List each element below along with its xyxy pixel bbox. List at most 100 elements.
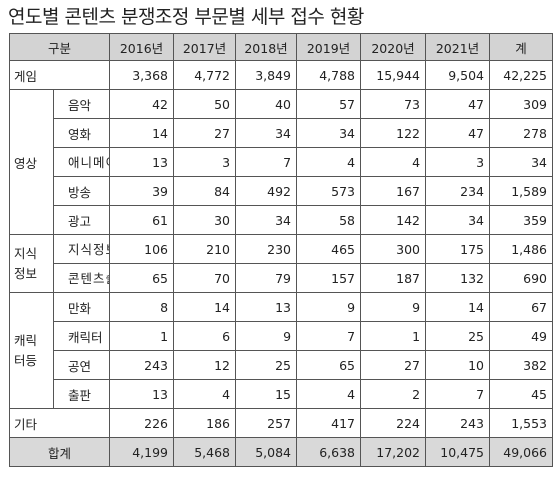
table-cell: 47 [425, 89, 491, 119]
header-2018: 2018년 [235, 33, 298, 61]
table-row: 캐릭터등 만화 8 14 13 9 9 14 67 [9, 292, 554, 409]
total-row: 합계 4,199 5,468 5,084 6,638 17,202 10,475… [8, 437, 554, 467]
table-cell: 226 [109, 408, 175, 438]
table-cell: 3 [425, 147, 491, 177]
table-cell: 9 [235, 321, 298, 351]
table-cell: 465 [296, 234, 362, 264]
sub-label: 광고 [52, 205, 111, 235]
table-cell: 3,368 [109, 60, 175, 90]
table-cell: 1 [360, 321, 427, 351]
table-cell: 3 [173, 147, 237, 177]
table-cell: 8 [109, 292, 175, 322]
table-cell: 42,225 [489, 60, 554, 90]
row-label-total: 합계 [8, 437, 111, 467]
table-cell: 7 [296, 321, 362, 351]
table-cell: 67 [489, 292, 554, 322]
table-cell: 70 [173, 263, 237, 293]
table-cell: 7 [425, 379, 491, 409]
row-label-other: 기타 [8, 408, 111, 438]
table-cell: 65 [109, 263, 175, 293]
header-2020: 2020년 [360, 33, 427, 61]
table-cell: 4 [296, 147, 362, 177]
table-cell: 243 [109, 350, 175, 380]
table-cell: 309 [489, 89, 554, 119]
table-cell: 1,589 [489, 176, 554, 206]
table-cell: 5,468 [173, 437, 237, 467]
sub-label: 공연 [52, 350, 111, 380]
table-cell: 1,486 [489, 234, 554, 264]
table-cell: 34 [425, 205, 491, 235]
table-cell: 34 [235, 118, 298, 148]
table-cell: 234 [425, 176, 491, 206]
sub-label: 콘텐츠솔루션 [52, 263, 111, 293]
group-label-video: 영상 [9, 89, 54, 235]
table-cell: 1,553 [489, 408, 554, 438]
sub-label: 출판 [52, 379, 111, 409]
table-cell: 359 [489, 205, 554, 235]
table-cell: 167 [360, 176, 427, 206]
table-cell: 84 [173, 176, 237, 206]
table-row: 애니메이션 13 3 7 4 4 3 34 [10, 147, 554, 177]
table-cell: 13 [109, 379, 175, 409]
group-label-knowledge: 지식정보 [9, 234, 54, 293]
table-cell: 142 [360, 205, 427, 235]
table-cell: 122 [360, 118, 427, 148]
table-cell: 34 [296, 118, 362, 148]
table-row: 영상 음악 42 50 40 57 73 47 309 [9, 89, 554, 235]
table-cell: 40 [235, 89, 298, 119]
sub-label: 방송 [52, 176, 111, 206]
table-cell: 2 [360, 379, 427, 409]
header-2019: 2019년 [296, 33, 362, 61]
table-cell: 243 [425, 408, 491, 438]
table-cell: 4,788 [296, 60, 362, 90]
table-cell: 65 [296, 350, 362, 380]
table-cell: 49 [489, 321, 554, 351]
table-cell: 224 [360, 408, 427, 438]
table-row: 콘텐츠솔루션 65 70 79 157 187 132 690 [10, 263, 554, 293]
page-title: 연도별 콘텐츠 분쟁조정 부문별 세부 접수 현황 [8, 6, 364, 28]
table-cell: 4,199 [109, 437, 175, 467]
table-header-row: 구분 2016년 2017년 2018년 2019년 2020년 2021년 계 [8, 33, 554, 61]
table-cell: 50 [173, 89, 237, 119]
table-cell: 45 [489, 379, 554, 409]
table-cell: 58 [296, 205, 362, 235]
table-row: 게임 3,368 4,772 3,849 4,788 15,944 9,504 … [8, 60, 554, 90]
table-cell: 25 [235, 350, 298, 380]
table-cell: 492 [235, 176, 298, 206]
table-cell: 417 [296, 408, 362, 438]
table-cell: 13 [235, 292, 298, 322]
table-cell: 175 [425, 234, 491, 264]
table-cell: 10 [425, 350, 491, 380]
table-cell: 157 [296, 263, 362, 293]
table-cell: 300 [360, 234, 427, 264]
sub-label: 캐릭터 [52, 321, 111, 351]
header-2021: 2021년 [425, 33, 491, 61]
header-2017: 2017년 [173, 33, 237, 61]
table-cell: 4 [360, 147, 427, 177]
table-cell: 3,849 [235, 60, 298, 90]
table-cell: 57 [296, 89, 362, 119]
sub-label: 지식정보 [52, 234, 111, 264]
table-cell: 12 [173, 350, 237, 380]
table-row: 영화 14 27 34 34 122 47 278 [10, 118, 554, 148]
table-cell: 17,202 [360, 437, 427, 467]
table-cell: 690 [489, 263, 554, 293]
table-cell: 73 [360, 89, 427, 119]
table-cell: 10,475 [425, 437, 491, 467]
row-label-game: 게임 [8, 60, 111, 90]
table-cell: 257 [235, 408, 298, 438]
table-row: 방송 39 84 492 573 167 234 1,589 [10, 176, 554, 206]
table-cell: 230 [235, 234, 298, 264]
table-cell: 61 [109, 205, 175, 235]
group-label-character: 캐릭터등 [9, 292, 54, 409]
table-cell: 106 [109, 234, 175, 264]
table-cell: 14 [109, 118, 175, 148]
table-cell: 27 [360, 350, 427, 380]
table-cell: 34 [489, 147, 554, 177]
table-cell: 4 [296, 379, 362, 409]
table-row: 지식정보 지식정보 106 210 230 465 300 175 1,486 [9, 234, 554, 293]
sub-label: 영화 [52, 118, 111, 148]
table-cell: 47 [425, 118, 491, 148]
table-cell: 14 [173, 292, 237, 322]
table-cell: 13 [109, 147, 175, 177]
